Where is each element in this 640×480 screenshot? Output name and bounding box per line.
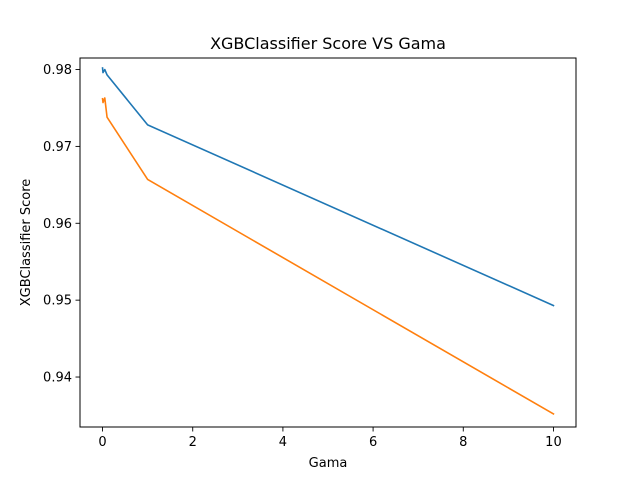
x-axis-ticks: 0 2 4 6 8 10 (98, 427, 562, 450)
series-layer (101, 67, 555, 416)
x-tick-label: 6 (369, 435, 377, 450)
chart-title: XGBClassifier Score VS Gama (210, 34, 446, 53)
x-tick-label: 10 (545, 435, 562, 450)
series-line-2 (101, 97, 555, 416)
series-line-1 (101, 67, 555, 307)
y-tick-label: 0.97 (43, 140, 72, 155)
x-tick-label: 4 (279, 435, 287, 450)
y-tick-label: 0.95 (43, 294, 72, 309)
plot-frame (79, 57, 577, 428)
x-tick-label: 2 (189, 435, 197, 450)
y-axis-ticks: 0.94 0.95 0.96 0.97 0.98 (43, 63, 80, 386)
y-tick-label: 0.98 (43, 63, 72, 78)
x-axis-label: Gama (309, 456, 348, 471)
x-tick-label: 8 (459, 435, 467, 450)
x-tick-label: 0 (98, 435, 106, 450)
y-tick-label: 0.94 (43, 371, 72, 386)
plot-area (80, 58, 576, 427)
y-axis-label: XGBClassifier Score (19, 179, 34, 307)
y-tick-label: 0.96 (43, 217, 72, 232)
